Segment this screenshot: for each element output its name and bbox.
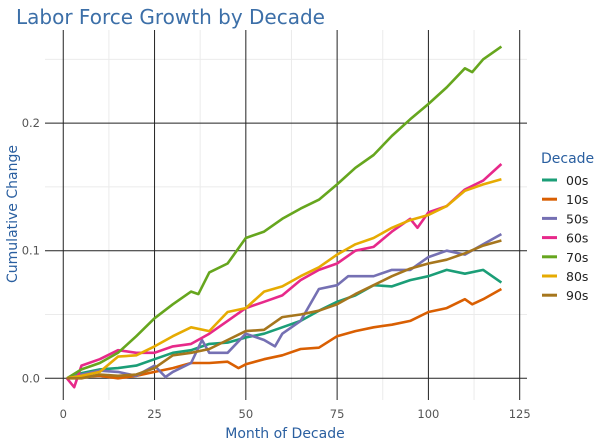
legend-label-60s: 60s: [566, 231, 588, 246]
legend-title: Decade: [541, 151, 594, 167]
x-tick-label: 25: [147, 407, 162, 421]
legend-label-50s: 50s: [566, 211, 588, 226]
legend-label-00s: 00s: [566, 173, 588, 188]
x-tick-label: 0: [60, 407, 67, 421]
legend-label-70s: 70s: [566, 250, 588, 265]
x-tick-label: 50: [239, 407, 254, 421]
series-line-10s: [66, 287, 503, 380]
x-tick-label: 125: [509, 407, 531, 421]
legend-label-90s: 90s: [566, 288, 588, 303]
series-line-80s: [66, 178, 502, 380]
series-line-90s: [66, 239, 502, 380]
series-line-70s: [66, 45, 503, 380]
major-gridlines: [45, 30, 527, 400]
legend-label-80s: 80s: [566, 269, 588, 284]
chart-title: Labor Force Growth by Decade: [16, 5, 325, 29]
y-axis-ticks: 0.0 0.1 0.2: [22, 116, 40, 385]
series-line-00s: [66, 268, 503, 380]
legend: Decade 00s 10s 50s 60s 70s 80s 90s: [541, 151, 594, 303]
y-tick-label: 0.2: [22, 116, 40, 130]
x-axis-title: Month of Decade: [225, 426, 344, 442]
x-axis-ticks: 0 25 50 75 100 125: [60, 407, 531, 421]
x-tick-label: 75: [330, 407, 345, 421]
minor-gridlines: [45, 30, 527, 400]
series-lines: [65, 45, 503, 389]
legend-label-10s: 10s: [566, 192, 588, 207]
y-axis-title: Cumulative Change: [5, 145, 21, 283]
series-line-60s: [65, 163, 503, 389]
x-tick-label: 100: [417, 407, 439, 421]
y-tick-label: 0.1: [22, 244, 40, 258]
y-tick-label: 0.0: [22, 371, 40, 385]
